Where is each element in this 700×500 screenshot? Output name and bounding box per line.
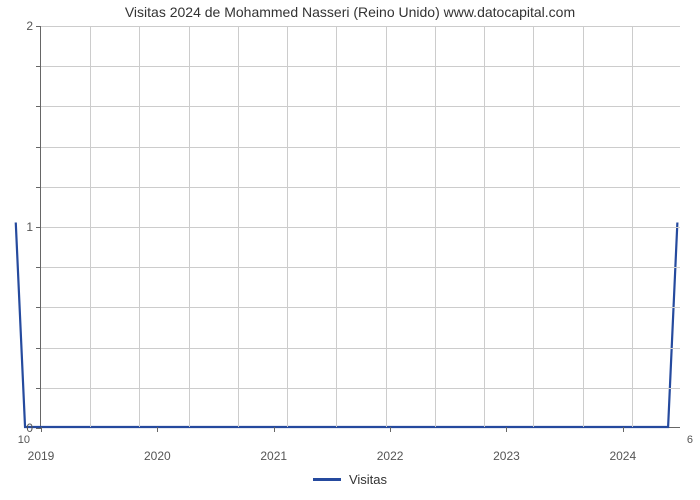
y-axis-label: 0 (26, 421, 33, 435)
gridline-vertical (189, 26, 190, 427)
gridline-horizontal (41, 26, 680, 27)
chart-container: Visitas 2024 de Mohammed Nasseri (Reino … (0, 0, 700, 500)
x-axis-tick (41, 427, 42, 432)
legend: Visitas (0, 472, 700, 487)
x-axis-tick (623, 427, 624, 432)
y-axis-tick-minor (36, 388, 41, 389)
gridline-vertical (336, 26, 337, 427)
chart-title: Visitas 2024 de Mohammed Nasseri (Reino … (0, 4, 700, 20)
y-axis-tick-minor (36, 147, 41, 148)
x-axis-label: 2022 (377, 449, 404, 463)
gridline-horizontal-minor (41, 106, 680, 107)
gridline-horizontal-minor (41, 267, 680, 268)
gridline-vertical (287, 26, 288, 427)
gridline-vertical (583, 26, 584, 427)
legend-swatch (313, 478, 341, 481)
y-axis-tick-minor (36, 267, 41, 268)
gridline-horizontal-minor (41, 187, 680, 188)
gridline-vertical (90, 26, 91, 427)
gridline-vertical (533, 26, 534, 427)
y-axis-label: 2 (26, 19, 33, 33)
x-axis-label: 2023 (493, 449, 520, 463)
gridline-horizontal-minor (41, 388, 680, 389)
chart-annotation: 6 (687, 434, 693, 446)
gridline-vertical (386, 26, 387, 427)
y-axis-tick-minor (36, 307, 41, 308)
gridline-vertical (139, 26, 140, 427)
x-axis-label: 2024 (609, 449, 636, 463)
gridline-vertical (238, 26, 239, 427)
x-axis-tick (157, 427, 158, 432)
chart-annotation: 10 (18, 434, 30, 446)
x-axis-tick (506, 427, 507, 432)
plot-area: 012201920202021202220232024106 (40, 26, 680, 428)
x-axis-label: 2021 (260, 449, 287, 463)
gridline-horizontal (41, 227, 680, 228)
legend-label: Visitas (349, 472, 387, 487)
y-axis-tick-minor (36, 66, 41, 67)
x-axis-label: 2020 (144, 449, 171, 463)
y-axis-tick-minor (36, 348, 41, 349)
gridline-vertical (484, 26, 485, 427)
x-axis-label: 2019 (28, 449, 55, 463)
gridline-horizontal-minor (41, 66, 680, 67)
gridline-vertical (435, 26, 436, 427)
x-axis-tick (274, 427, 275, 432)
gridline-horizontal-minor (41, 348, 680, 349)
y-axis-tick-minor (36, 106, 41, 107)
gridline-horizontal-minor (41, 307, 680, 308)
y-axis-label: 1 (26, 220, 33, 234)
y-axis-tick-minor (36, 187, 41, 188)
x-axis-tick (390, 427, 391, 432)
series-polyline (16, 222, 678, 427)
gridline-vertical (632, 26, 633, 427)
gridline-horizontal-minor (41, 147, 680, 148)
